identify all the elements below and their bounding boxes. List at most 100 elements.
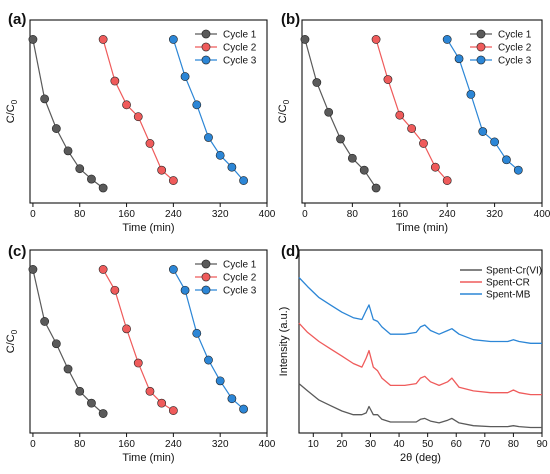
legend-marker (201, 29, 211, 39)
data-point (347, 153, 357, 163)
x-tick-label: 400 (259, 439, 276, 450)
x-tick-label: 0 (30, 209, 36, 220)
data-point (168, 265, 178, 274)
data-point (180, 72, 190, 81)
data-point (359, 165, 369, 175)
legend-label: Cycle 3 (498, 56, 532, 67)
data-point (51, 124, 61, 133)
y-axis-label-subscript: 0 (282, 99, 291, 104)
data-point (168, 406, 178, 415)
data-point (239, 404, 248, 414)
x-tick-label: 0 (30, 439, 36, 450)
data-point (98, 183, 108, 193)
x-tick-label: 70 (479, 439, 491, 450)
plot-frame (29, 19, 268, 204)
data-point (336, 134, 345, 144)
series-line (304, 39, 377, 189)
data-point (490, 137, 499, 147)
series-1 (28, 265, 108, 418)
x-tick-label: 400 (534, 209, 550, 220)
data-point (502, 155, 511, 165)
plot-frame (29, 249, 268, 434)
y-axis-label: C/C0 (277, 99, 291, 123)
data-point (28, 35, 38, 44)
series-line (102, 39, 174, 182)
legend-label: Cycle 1 (223, 30, 257, 41)
data-point (122, 324, 131, 334)
data-point (75, 386, 85, 396)
data-point (371, 35, 381, 44)
data-point (98, 35, 108, 44)
legend-label: Spent-MB (486, 290, 531, 301)
data-point (300, 35, 310, 44)
series-3 (298, 277, 542, 344)
y-axis-label-main: C/C (5, 104, 17, 123)
series-1 (298, 383, 542, 429)
series-1 (300, 35, 381, 193)
x-tick-label: 30 (365, 439, 377, 450)
data-point (478, 127, 488, 136)
data-point (87, 398, 96, 408)
data-point (204, 355, 213, 365)
series-3 (442, 35, 523, 175)
data-point (110, 76, 120, 86)
series-3 (168, 35, 248, 185)
x-tick-label: 400 (259, 209, 276, 220)
legend-label: Cycle 2 (223, 273, 257, 284)
x-tick-label: 80 (74, 209, 86, 220)
data-point (133, 112, 143, 122)
data-point (133, 358, 143, 368)
series-1 (28, 35, 108, 193)
x-axis-label: Time (min) (122, 222, 174, 234)
data-point (324, 107, 334, 117)
data-point (145, 386, 155, 396)
panel-label: (b) (281, 11, 300, 28)
x-tick-label: 160 (391, 209, 408, 220)
legend: Cycle 1 Cycle 2 Cycle 3 (195, 260, 257, 297)
x-tick-label: 40 (393, 439, 405, 450)
legend-marker (476, 42, 486, 52)
data-point (442, 35, 452, 44)
data-point (215, 376, 225, 386)
x-axis-label: 2θ (deg) (400, 452, 441, 464)
data-point (395, 110, 405, 120)
x-tick-label: 20 (336, 439, 348, 450)
data-point (145, 139, 155, 148)
series-line (298, 322, 542, 396)
data-point (40, 317, 50, 326)
x-tick-label: 0 (302, 209, 308, 220)
y-axis-label: Intensity (a.u.) (278, 307, 290, 377)
legend-label: Spent-CR (486, 278, 530, 289)
series-3 (168, 265, 248, 414)
legend-label: Cycle 1 (223, 260, 257, 271)
x-tick-label: 240 (165, 439, 182, 450)
y-axis-label-main: C/C (5, 334, 17, 353)
x-tick-label: 10 (308, 439, 320, 450)
chart-panel-4: (d) 10 20 30 40 50 60 70 80 90 2θ (deg) Intensity (… (278, 243, 548, 464)
series-line (298, 383, 542, 429)
x-tick-label: 240 (165, 209, 182, 220)
x-tick-label: 320 (486, 209, 503, 220)
x-tick-label: 160 (118, 209, 135, 220)
x-tick-label: 80 (347, 209, 359, 220)
data-point (192, 100, 202, 110)
data-point (239, 176, 248, 185)
data-point (157, 165, 167, 175)
series-2 (98, 35, 178, 185)
data-point (454, 54, 464, 64)
legend: Cycle 1 Cycle 2 Cycle 3 (195, 30, 257, 67)
series-line (32, 269, 104, 414)
y-axis-label-subscript: 0 (10, 99, 19, 104)
plot-frame (301, 19, 543, 204)
legend-label: Cycle 1 (498, 30, 532, 41)
legend-marker (476, 29, 486, 39)
legend: Cycle 1 Cycle 2 Cycle 3 (470, 30, 532, 67)
data-point (227, 394, 237, 404)
data-point (466, 90, 476, 99)
data-point (312, 78, 322, 87)
data-point (407, 124, 417, 133)
data-point (371, 183, 381, 193)
